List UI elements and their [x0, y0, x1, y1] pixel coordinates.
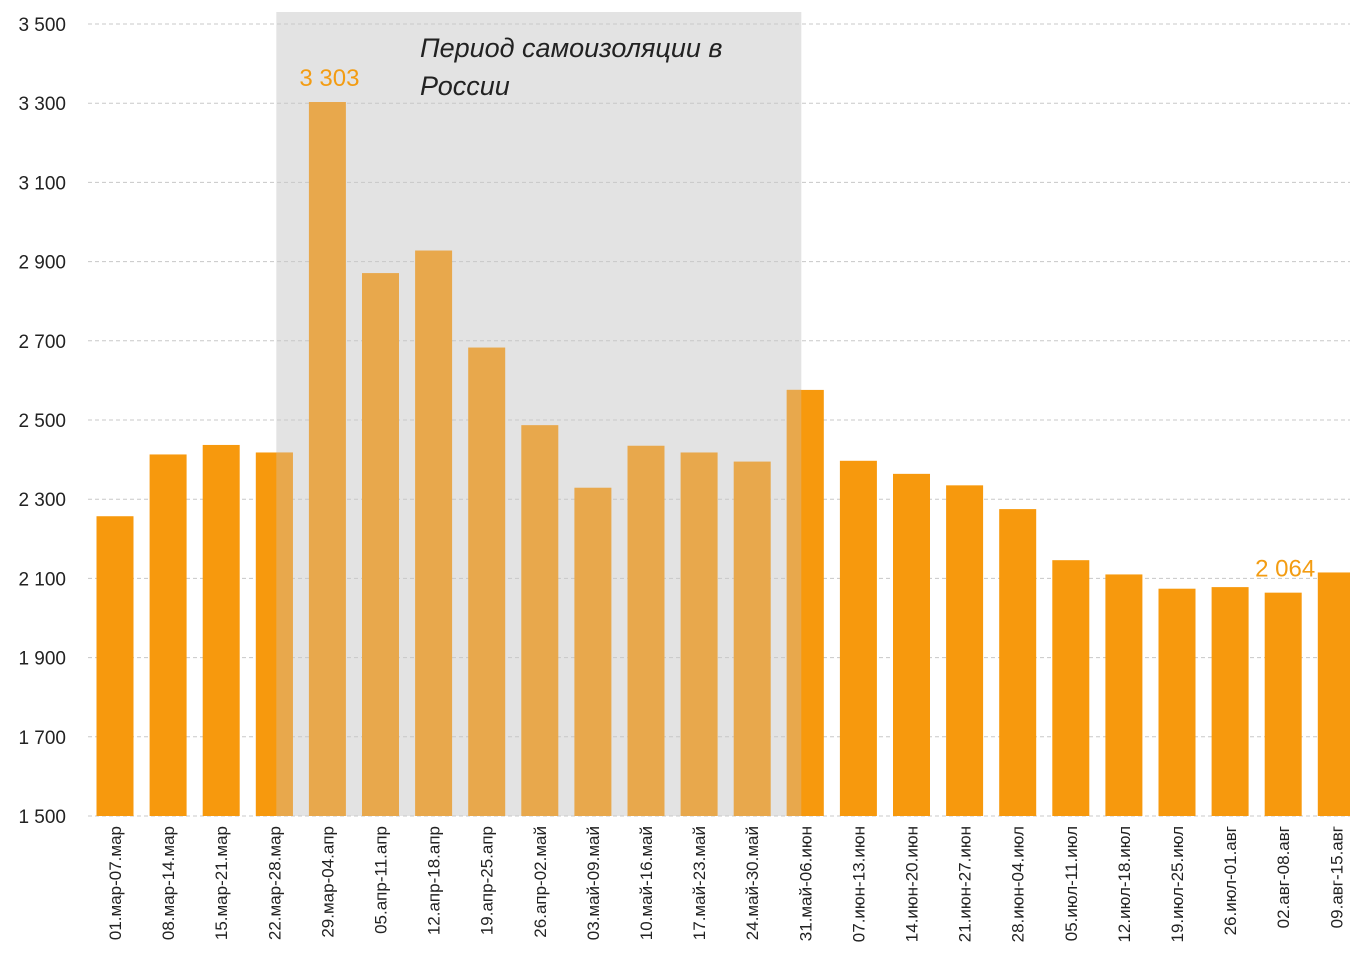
- self-isolation-period-label: Период самоизоляции в России: [420, 33, 730, 101]
- bars: [96, 102, 1350, 817]
- x-tick-label: 19.июл-25.июл: [1168, 826, 1187, 943]
- x-tick-label: 08.мар-14.мар: [159, 826, 178, 940]
- bar: [893, 473, 930, 816]
- x-tick-label: 05.июл-11.июл: [1062, 826, 1081, 941]
- y-tick-label: 1 900: [18, 649, 66, 670]
- x-tick-label: 26.апр-02.май: [531, 826, 550, 938]
- bar: [415, 250, 453, 817]
- bar: [1105, 574, 1143, 816]
- y-tick-label: 2 700: [18, 332, 66, 353]
- x-tick-label: 31.май-06.июн: [796, 826, 815, 941]
- bar: [468, 347, 506, 816]
- data-label: 2 064: [1255, 556, 1315, 583]
- bar: [521, 425, 559, 816]
- x-tick-label: 19.апр-25.апр: [478, 826, 497, 935]
- x-tick-label: 29.мар-04.апр: [318, 826, 337, 938]
- x-tick-label: 17.май-23.май: [690, 826, 709, 940]
- x-tick-label: 14.июн-20.июн: [903, 826, 922, 942]
- x-tick-label: 15.мар-21.мар: [212, 826, 231, 940]
- bar-shaded-part: [276, 452, 293, 816]
- y-tick-label: 3 100: [18, 173, 66, 194]
- x-tick-label: 21.июн-27.июн: [956, 826, 975, 942]
- bar: [1264, 592, 1302, 816]
- y-tick-label: 1 500: [18, 807, 66, 828]
- bar: [149, 454, 187, 816]
- bar: [574, 487, 612, 816]
- self-isolation-label-line-2: России: [420, 71, 510, 101]
- bar: [1052, 560, 1090, 816]
- y-tick-label: 2 300: [18, 490, 66, 511]
- bar: [96, 516, 134, 816]
- x-tick-label: 22.мар-28.мар: [265, 826, 284, 940]
- bar: [946, 485, 984, 816]
- bar: [999, 509, 1037, 816]
- bar: [733, 461, 771, 816]
- x-tick-label: 02.авг-08.авг: [1274, 826, 1293, 928]
- x-tick-label: 07.июн-13.июн: [849, 826, 868, 942]
- bar: [839, 460, 877, 816]
- y-tick-label: 3 300: [18, 94, 66, 115]
- x-tick-label: 26.июл-01.авг: [1221, 826, 1240, 935]
- x-tick-label: 03.май-09.май: [584, 826, 603, 940]
- self-isolation-label-line-1: Период самоизоляции в: [420, 33, 723, 63]
- bar: [308, 102, 346, 816]
- data-labels: 3 303 2 064: [299, 65, 1315, 583]
- x-tick-label: 28.июн-04.июл: [1009, 826, 1028, 942]
- bar: [202, 444, 240, 816]
- x-tick-label: 09.авг-15.авг: [1327, 826, 1346, 928]
- y-tick-label: 3 500: [18, 15, 66, 36]
- y-tick-label: 2 500: [18, 411, 66, 432]
- bar: [627, 445, 665, 816]
- y-tick-label: 2 900: [18, 253, 66, 274]
- x-tick-label: 24.май-30.май: [743, 826, 762, 940]
- bar: [1158, 588, 1196, 816]
- x-tick-label: 12.апр-18.апр: [425, 826, 444, 935]
- bar-shaded-part: [786, 389, 802, 816]
- x-tick-label: 01.мар-07.мар: [106, 826, 125, 940]
- y-axis-ticks: 1 500 1 700 1 900 2 100 2 300 2 500 2 700 2 900…: [18, 15, 66, 828]
- bar: [1317, 572, 1350, 816]
- data-label: 3 303: [299, 65, 359, 92]
- bar: [362, 273, 399, 817]
- y-tick-label: 2 100: [18, 569, 66, 590]
- bar: [1211, 587, 1249, 816]
- x-tick-label: 05.апр-11.апр: [372, 826, 391, 934]
- x-tick-label: 10.май-16.май: [637, 826, 656, 940]
- x-tick-label: 12.июл-18.июл: [1115, 826, 1134, 943]
- bar: [680, 452, 718, 816]
- y-tick-label: 1 700: [18, 728, 66, 749]
- x-axis-ticks: 01.мар-07.мар 08.мар-14.мар 15.мар-21.мар 2…: [106, 826, 1346, 943]
